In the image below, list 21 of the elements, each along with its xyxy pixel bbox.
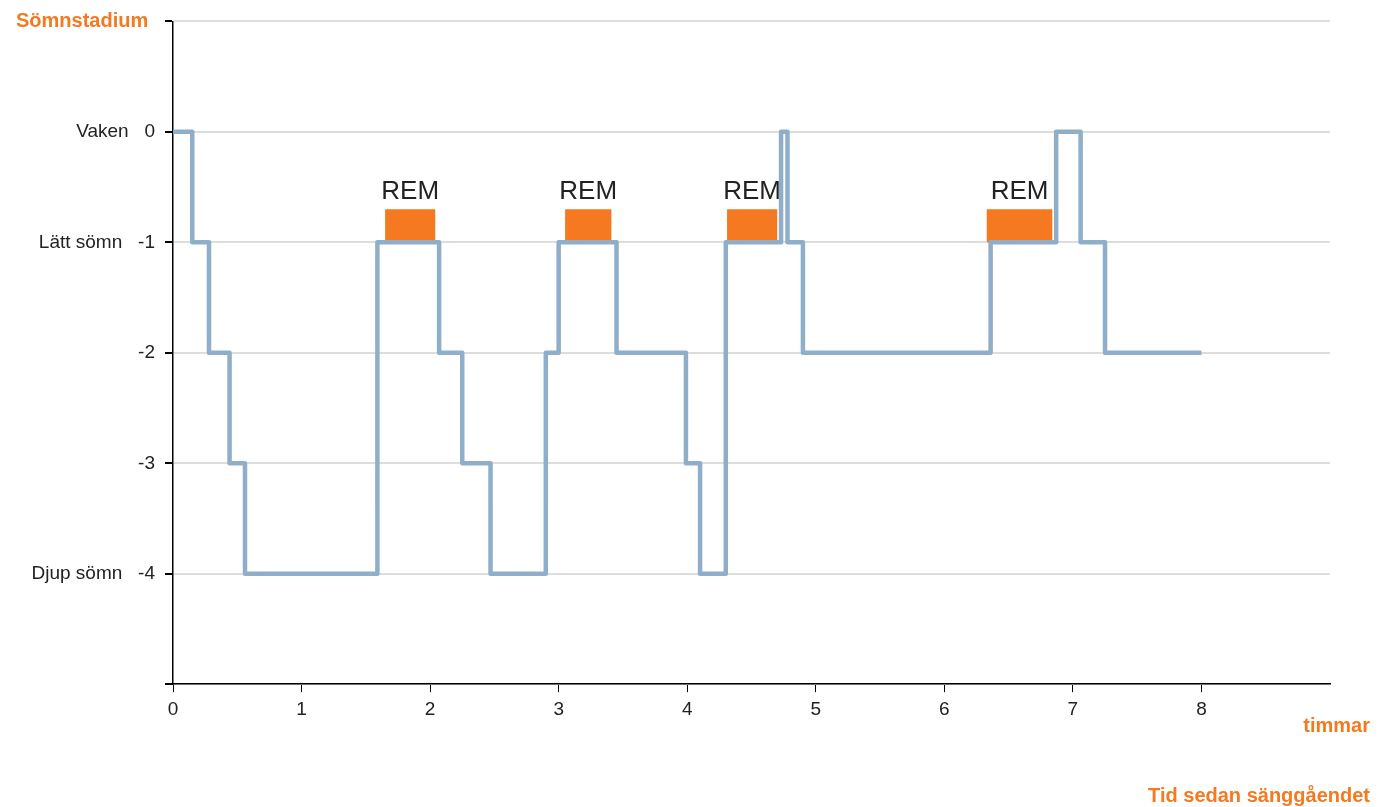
band-label: REM [990, 175, 1049, 206]
x-tick-label: 4 [681, 697, 693, 719]
x-tick-label: 0 [167, 697, 179, 719]
x-tick-label: 6 [939, 697, 950, 719]
x-tick-label: 8 [1196, 697, 1207, 719]
x-tick-label: 2 [424, 697, 436, 719]
band-label: REM [559, 175, 618, 206]
x-tick-label: 1 [296, 697, 307, 719]
x-tick-label: 3 [553, 697, 564, 719]
band-label: REM [723, 175, 782, 206]
y-tick-label: Lätt sömn -1 [38, 230, 155, 252]
y-axis-title: Sömnstadium [16, 8, 149, 31]
band-label: REM [381, 175, 440, 206]
y-tick-label: Vaken 0 [76, 120, 155, 142]
x-axis-title: timmar [1303, 713, 1371, 736]
y-tick-label: -2 [138, 341, 155, 363]
x-tick-label: 5 [810, 697, 822, 719]
text: Tid sedan sänggåendet [1148, 783, 1371, 806]
x-tick-label: 7 [1067, 697, 1079, 719]
y-tick-label: Djup sömn -4 [31, 561, 156, 583]
y-tick-label: -3 [138, 451, 155, 473]
